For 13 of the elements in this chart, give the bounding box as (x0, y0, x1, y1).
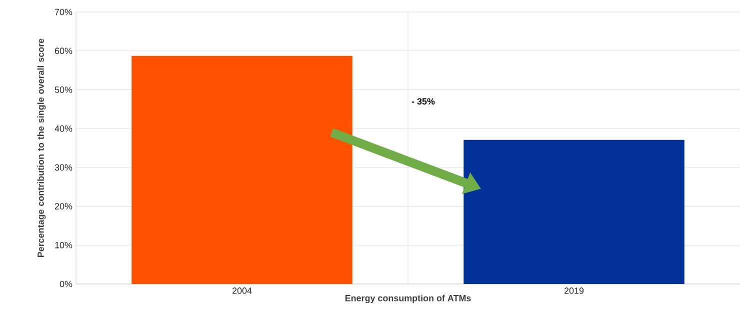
y-axis-title: Percentage contribution to the single overall score (37, 38, 46, 258)
annotation: - 35% (412, 98, 435, 105)
y-tick-label: 0% (60, 280, 72, 288)
y-tick-label: 40% (54, 125, 72, 132)
y-tick-label: 30% (54, 164, 72, 171)
y-tick-label: 60% (54, 48, 72, 54)
y-tick-label: 50% (54, 86, 72, 93)
x-tick-label: 2019 (564, 288, 584, 294)
y-tick-label: 20% (54, 203, 72, 210)
x-tick-label: 2004 (232, 288, 252, 294)
y-tick-label: 10% (55, 242, 72, 248)
y-tick-label: 70% (54, 8, 72, 16)
x-axis-title: Energy consumption of ATMs (345, 294, 471, 304)
